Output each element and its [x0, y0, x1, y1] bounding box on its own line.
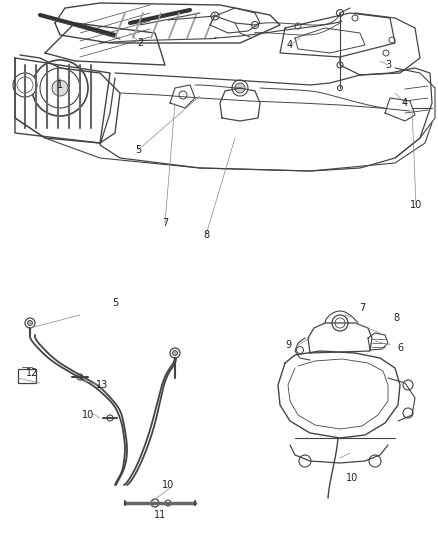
Circle shape — [40, 68, 80, 108]
Circle shape — [32, 60, 88, 116]
Circle shape — [295, 23, 301, 29]
Circle shape — [13, 73, 37, 97]
Circle shape — [170, 348, 180, 358]
Circle shape — [338, 85, 343, 91]
Text: 11: 11 — [154, 510, 166, 520]
Circle shape — [173, 351, 177, 356]
Text: 1: 1 — [57, 80, 63, 90]
Text: 8: 8 — [203, 230, 209, 240]
Text: 10: 10 — [162, 480, 174, 490]
Text: 6: 6 — [397, 343, 403, 353]
Circle shape — [389, 37, 395, 43]
Text: 9: 9 — [285, 340, 291, 350]
Circle shape — [383, 50, 389, 56]
Circle shape — [337, 62, 343, 68]
Circle shape — [77, 374, 83, 380]
Text: 4: 4 — [402, 98, 408, 108]
Text: 7: 7 — [359, 303, 365, 313]
Circle shape — [25, 318, 35, 328]
Circle shape — [332, 315, 348, 331]
Text: 5: 5 — [112, 298, 118, 308]
Text: 3: 3 — [385, 60, 391, 70]
Circle shape — [17, 77, 33, 93]
Circle shape — [179, 91, 187, 99]
Circle shape — [251, 21, 258, 28]
Circle shape — [336, 10, 343, 17]
Circle shape — [232, 80, 248, 96]
Circle shape — [403, 380, 413, 390]
Circle shape — [335, 318, 345, 328]
Text: 10: 10 — [82, 410, 94, 420]
Text: 12: 12 — [26, 368, 38, 378]
Text: 4: 4 — [287, 40, 293, 50]
Circle shape — [235, 83, 245, 93]
Text: 13: 13 — [96, 380, 108, 390]
Circle shape — [299, 455, 311, 467]
Circle shape — [352, 15, 358, 21]
Text: 2: 2 — [137, 38, 143, 48]
Circle shape — [151, 499, 159, 507]
Text: 7: 7 — [162, 218, 168, 228]
Circle shape — [403, 408, 413, 418]
Circle shape — [107, 415, 113, 421]
Circle shape — [165, 500, 171, 506]
Circle shape — [28, 320, 32, 326]
Text: 10: 10 — [410, 200, 422, 210]
Circle shape — [369, 455, 381, 467]
Circle shape — [211, 12, 219, 20]
Circle shape — [297, 346, 304, 353]
Text: 10: 10 — [346, 473, 358, 483]
Text: 5: 5 — [135, 145, 141, 155]
Text: 8: 8 — [393, 313, 399, 323]
Circle shape — [52, 80, 68, 96]
